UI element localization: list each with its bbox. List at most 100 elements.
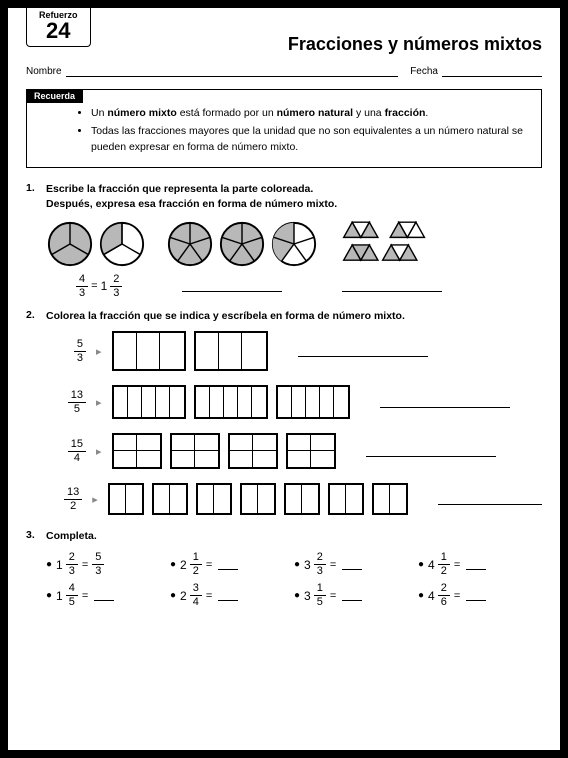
circle-fifths-two [270,220,318,268]
q3-mixed: 1 23 [56,552,78,577]
rect-cell[interactable] [114,387,128,417]
rect-cell[interactable] [302,485,318,513]
rect-cell[interactable] [198,485,214,513]
rect-cell[interactable] [210,387,224,417]
rect-cell[interactable] [195,435,218,451]
rect-cell[interactable] [253,435,276,451]
rect-cell[interactable] [311,451,334,467]
lesson-tab: Refuerzo 24 [26,8,91,47]
rect-cell[interactable] [219,333,242,369]
question-1: 1. Escribe la fracción que representa la… [26,182,542,298]
q3-item: ● 3 23 = [294,552,418,577]
rect-cell[interactable] [242,333,265,369]
q3-blank[interactable] [94,591,114,601]
bullet-icon: ● [418,590,424,601]
rect-cell[interactable] [288,435,311,451]
rect-shape [196,483,232,515]
q2-fraction: 53 [64,339,86,364]
rect-cell[interactable] [253,451,276,467]
q2-answer-blank[interactable] [366,445,496,457]
equals-sign: = [82,590,88,602]
bullet-icon: ● [170,590,176,601]
question-3: 3. Completa. ● 1 23 = 53 ● 2 12 = ● 3 23… [26,529,542,608]
nombre-input-line[interactable] [66,65,399,77]
nombre-field: Nombre [26,65,398,77]
rect-cell[interactable] [390,485,406,513]
rect-cell[interactable] [137,333,160,369]
rect-cell[interactable] [170,485,186,513]
circle-thirds-one [98,220,146,268]
rect-cell[interactable] [170,387,184,417]
q2-rects [112,433,336,469]
rect-cell[interactable] [142,387,156,417]
recuerda-box: Recuerda Un número mixto está formado po… [26,89,542,168]
rect-cell[interactable] [126,485,142,513]
rect-cell[interactable] [196,333,219,369]
q1-answers: 43 = 1 23 [76,274,542,299]
worksheet-page: Refuerzo 24 Fracciones y números mixtos … [0,0,568,758]
rect-cell[interactable] [320,387,334,417]
bullet-icon: ● [46,590,52,601]
rect-cell[interactable] [242,485,258,513]
q3-blank[interactable] [466,560,486,570]
rect-cell[interactable] [137,435,160,451]
equals-sign: = [206,559,212,571]
rect-cell[interactable] [292,387,306,417]
rect-cell[interactable] [110,485,126,513]
rect-cell[interactable] [230,451,253,467]
recuerda-tag: Recuerda [26,89,83,103]
rect-cell[interactable] [286,485,302,513]
rect-cell[interactable] [334,387,348,417]
q3-blank[interactable] [218,591,238,601]
q3-blank[interactable] [342,560,362,570]
q3-blank[interactable] [342,591,362,601]
rect-shape [112,331,186,371]
rect-cell[interactable] [306,387,320,417]
q2-answer-blank[interactable] [380,396,510,408]
equals-sign: = [330,559,336,571]
q2-answer-blank[interactable] [298,345,428,357]
rect-shape [328,483,364,515]
q3-blank[interactable] [466,591,486,601]
q2-rects [112,385,350,419]
rect-cell[interactable] [154,485,170,513]
rect-cell[interactable] [172,435,195,451]
rect-cell[interactable] [156,387,170,417]
fecha-input-line[interactable] [442,65,542,77]
fecha-field: Fecha [410,65,542,77]
rect-shape [194,385,268,419]
rect-cell[interactable] [195,451,218,467]
q2-answer-blank[interactable] [438,493,542,505]
recuerda-bullet-2: Todas las fracciones mayores que la unid… [91,124,527,156]
rect-cell[interactable] [214,485,230,513]
rect-cell[interactable] [330,485,346,513]
q3-blank[interactable] [218,560,238,570]
rect-cell[interactable] [137,451,160,467]
q1-blank-2[interactable] [182,280,282,292]
rect-cell[interactable] [172,451,195,467]
q3-mixed: 1 45 [56,583,78,608]
rect-cell[interactable] [160,333,183,369]
rect-cell[interactable] [238,387,252,417]
q3-item: ● 1 23 = 53 [46,552,170,577]
rect-cell[interactable] [230,435,253,451]
q3-number: 3. [26,529,40,544]
q2-fraction: 154 [64,439,86,464]
rect-cell[interactable] [288,451,311,467]
rect-cell[interactable] [196,387,210,417]
rect-cell[interactable] [114,435,137,451]
rect-cell[interactable] [374,485,390,513]
q3-item: ● 4 12 = [418,552,542,577]
rect-cell[interactable] [128,387,142,417]
rect-cell[interactable] [311,435,334,451]
rect-cell[interactable] [114,333,137,369]
rect-cell[interactable] [114,451,137,467]
rect-cell[interactable] [278,387,292,417]
rect-cell[interactable] [252,387,266,417]
rect-cell[interactable] [258,485,274,513]
q1-blank-3[interactable] [342,280,442,292]
q3-item: ● 2 34 = [170,583,294,608]
nombre-label: Nombre [26,66,62,77]
rect-cell[interactable] [224,387,238,417]
rect-cell[interactable] [346,485,362,513]
